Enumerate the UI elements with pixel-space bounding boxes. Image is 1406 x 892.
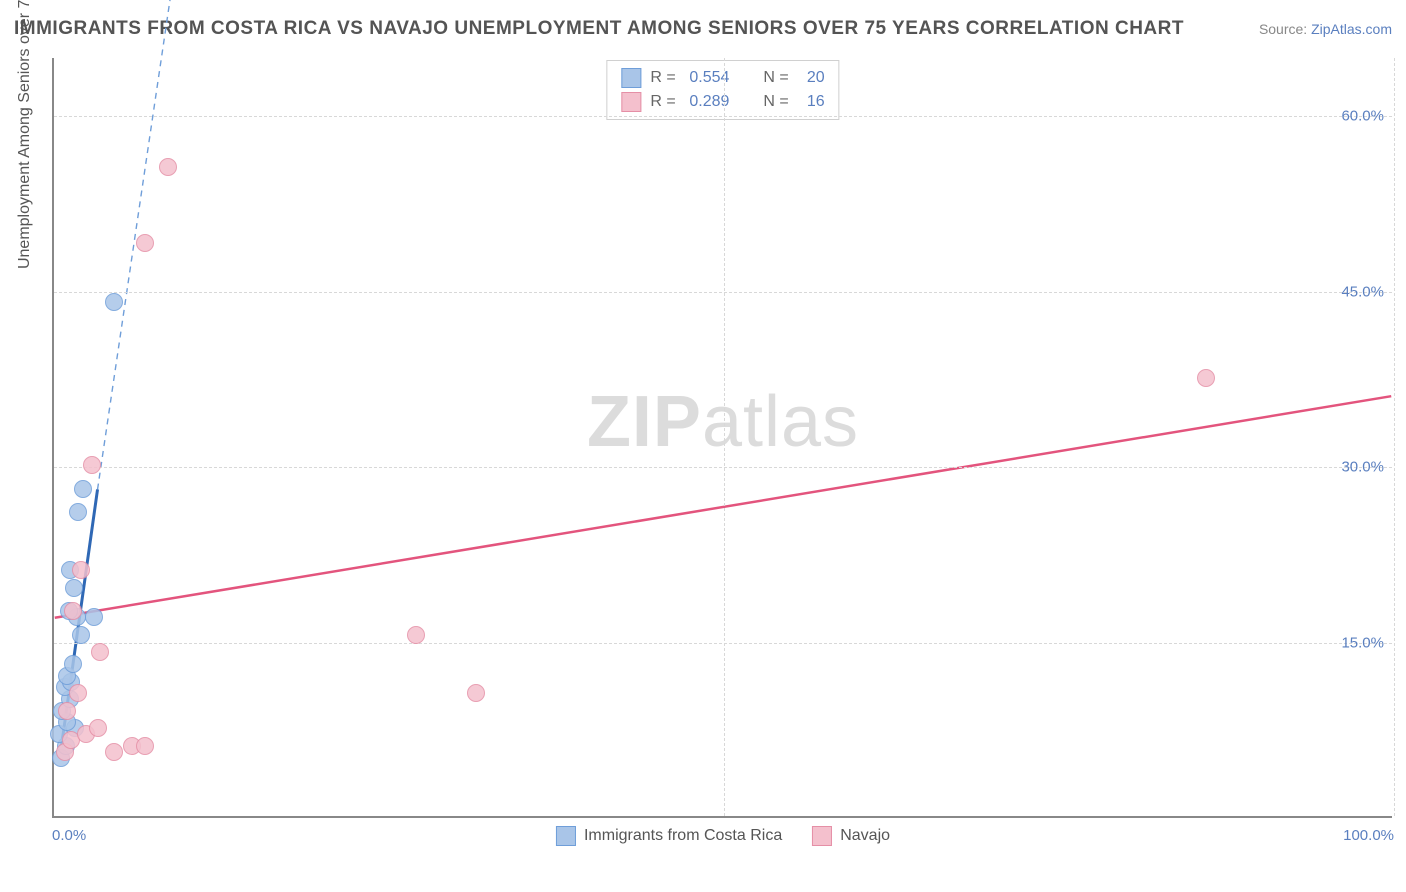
- legend-swatch: [556, 826, 576, 846]
- legend-stats-row-costa_rica: R =0.554N = 20: [621, 66, 824, 90]
- stat-n-label: N =: [763, 90, 793, 114]
- chart-title: IMMIGRANTS FROM COSTA RICA VS NAVAJO UNE…: [14, 18, 1184, 40]
- data-point-navajo: [136, 737, 154, 755]
- data-point-costa_rica: [74, 480, 92, 498]
- data-point-costa_rica: [69, 503, 87, 521]
- data-point-navajo: [105, 743, 123, 761]
- y-tick-label: 30.0%: [1341, 459, 1384, 476]
- data-point-costa_rica: [105, 293, 123, 311]
- legend-stats-box: R =0.554N = 20R =0.289N = 16: [606, 60, 839, 120]
- data-point-navajo: [467, 684, 485, 702]
- gridline-v: [1394, 58, 1395, 816]
- data-point-navajo: [83, 456, 101, 474]
- data-point-costa_rica: [72, 626, 90, 644]
- y-tick-label: 15.0%: [1341, 634, 1384, 651]
- y-axis-title: Unemployment Among Seniors over 75 years: [16, 0, 34, 269]
- legend-stats-row-navajo: R =0.289N = 16: [621, 90, 824, 114]
- data-point-navajo: [64, 602, 82, 620]
- data-point-costa_rica: [65, 579, 83, 597]
- stat-r-label: R =: [650, 90, 680, 114]
- source-link[interactable]: Source: ZipAtlas.com: [1259, 21, 1392, 37]
- data-point-costa_rica: [64, 655, 82, 673]
- stat-n-value: 20: [802, 66, 824, 90]
- legend-swatch: [621, 68, 641, 88]
- data-point-navajo: [1197, 369, 1215, 387]
- stat-r-label: R =: [650, 66, 680, 90]
- legend-swatch: [621, 92, 641, 112]
- y-tick-label: 60.0%: [1341, 108, 1384, 125]
- trend-line: [55, 396, 1391, 618]
- gridline-h: [54, 467, 1392, 468]
- plot-area: ZIPatlas R =0.554N = 20R =0.289N = 16 Im…: [52, 58, 1392, 818]
- data-point-navajo: [407, 626, 425, 644]
- data-point-navajo: [72, 561, 90, 579]
- trend-lines-svg: [54, 58, 1392, 816]
- data-point-navajo: [89, 719, 107, 737]
- x-legend-label: Navajo: [840, 827, 890, 845]
- gridline-h: [54, 643, 1392, 644]
- x-tick-label: 0.0%: [52, 827, 86, 844]
- gridline-v: [724, 58, 725, 816]
- stat-n-value: 16: [802, 90, 824, 114]
- title-bar: IMMIGRANTS FROM COSTA RICA VS NAVAJO UNE…: [14, 18, 1392, 40]
- x-tick-label: 100.0%: [1343, 827, 1394, 844]
- data-point-navajo: [159, 158, 177, 176]
- data-point-navajo: [69, 684, 87, 702]
- x-legend-label: Immigrants from Costa Rica: [584, 827, 782, 845]
- legend-swatch: [812, 826, 832, 846]
- trend-line: [98, 0, 222, 489]
- data-point-navajo: [58, 702, 76, 720]
- data-point-navajo: [136, 234, 154, 252]
- gridline-h: [54, 116, 1392, 117]
- data-point-costa_rica: [85, 608, 103, 626]
- x-legend-item: Immigrants from Costa Rica: [556, 826, 782, 846]
- source-name: ZipAtlas.com: [1311, 21, 1392, 37]
- source-prefix: Source:: [1259, 21, 1311, 37]
- x-legend-item: Navajo: [812, 826, 890, 846]
- y-tick-label: 45.0%: [1341, 283, 1384, 300]
- gridline-h: [54, 292, 1392, 293]
- x-axis-legend: Immigrants from Costa Rica Navajo: [556, 826, 890, 846]
- data-point-navajo: [91, 643, 109, 661]
- stat-n-label: N =: [763, 66, 793, 90]
